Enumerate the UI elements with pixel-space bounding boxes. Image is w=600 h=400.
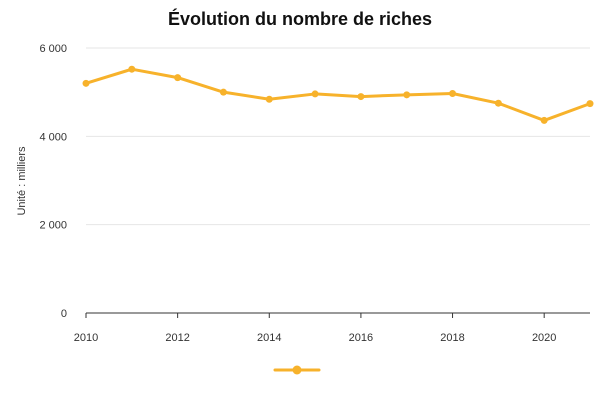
axes: 0 2 000 4 000 6 000 2010 2012 2014 2016 2018 2020 <box>39 43 590 344</box>
x-tick-label: 2014 <box>257 332 281 344</box>
x-tick-label: 2016 <box>349 332 373 344</box>
data-point <box>311 90 319 98</box>
data-point <box>82 79 90 87</box>
y-tick-label: 6 000 <box>39 43 67 55</box>
x-tick-label: 2010 <box>74 332 98 344</box>
series-line <box>84 67 592 122</box>
y-tick-label: 4 000 <box>39 131 67 143</box>
chart-title: Évolution du nombre de riches <box>168 8 432 29</box>
x-tick-label: 2012 <box>165 332 189 344</box>
data-point <box>128 65 136 73</box>
data-point <box>540 116 548 124</box>
data-point <box>494 99 502 107</box>
data-point <box>403 91 411 99</box>
data-point <box>219 88 227 96</box>
data-point <box>357 93 365 101</box>
x-tick-label: 2018 <box>440 332 464 344</box>
data-point <box>265 95 273 103</box>
data-point <box>586 100 594 108</box>
y-tick-label: 2 000 <box>39 220 67 232</box>
legend-marker <box>292 365 302 375</box>
y-axis-label: Unité : milliers <box>16 146 28 216</box>
y-tick-label: 0 <box>61 308 67 320</box>
grid-lines <box>86 47 590 226</box>
data-point <box>174 74 182 82</box>
data-point <box>449 89 457 97</box>
x-tick-label: 2020 <box>532 332 556 344</box>
legend <box>273 365 321 375</box>
series <box>82 65 594 124</box>
